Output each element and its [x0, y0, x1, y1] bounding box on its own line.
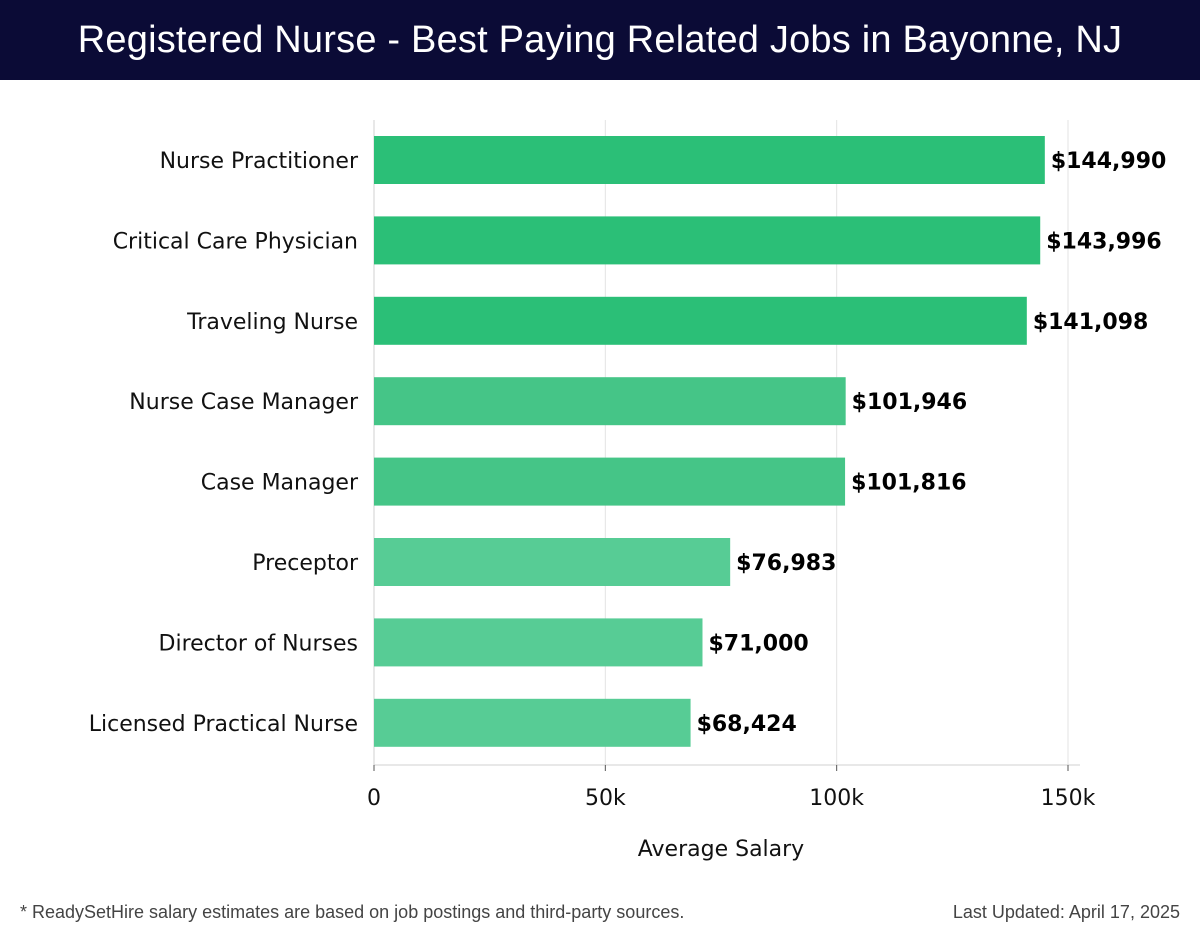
- bar: [374, 698, 691, 747]
- x-tick-label: 0: [367, 786, 381, 811]
- salary-bar-chart: 0 50k 100k 150k Average Salary Nurse Practiti…: [89, 120, 1167, 862]
- category-label: Preceptor: [252, 551, 359, 576]
- category-label: Critical Care Physician: [113, 229, 358, 254]
- x-tick-label: 50k: [585, 786, 626, 811]
- bar-value-label: $68,424: [697, 712, 797, 737]
- category-label: Traveling Nurse: [186, 310, 358, 335]
- x-tick-label: 100k: [809, 786, 864, 811]
- chart-title: Registered Nurse - Best Paying Related J…: [77, 18, 1123, 61]
- bar: [374, 457, 846, 506]
- bar: [374, 377, 846, 426]
- bar: [374, 216, 1041, 265]
- bar-value-label: $71,000: [708, 631, 808, 656]
- bar-value-label: $144,990: [1051, 149, 1167, 174]
- category-label: Nurse Practitioner: [160, 149, 359, 174]
- bar-value-label: $143,996: [1046, 229, 1162, 254]
- category-label: Licensed Practical Nurse: [89, 712, 358, 737]
- category-label: Director of Nurses: [159, 631, 358, 656]
- bar-value-label: $76,983: [736, 551, 836, 576]
- bar: [374, 538, 731, 586]
- x-tick-label: 150k: [1041, 786, 1096, 811]
- bar: [374, 618, 703, 667]
- chart-header: Registered Nurse - Best Paying Related J…: [0, 0, 1200, 80]
- bar: [374, 296, 1027, 345]
- category-label: Case Manager: [201, 471, 359, 496]
- footer-disclaimer: * ReadySetHire salary estimates are base…: [20, 902, 685, 922]
- bar-value-label: $101,946: [852, 390, 968, 415]
- bar-value-label: $141,098: [1033, 310, 1149, 335]
- x-axis-label: Average Salary: [638, 837, 804, 862]
- category-label: Nurse Case Manager: [129, 390, 359, 415]
- bar-value-label: $101,816: [851, 471, 967, 496]
- bar: [374, 136, 1045, 184]
- footer-last-updated: Last Updated: April 17, 2025: [952, 902, 1180, 922]
